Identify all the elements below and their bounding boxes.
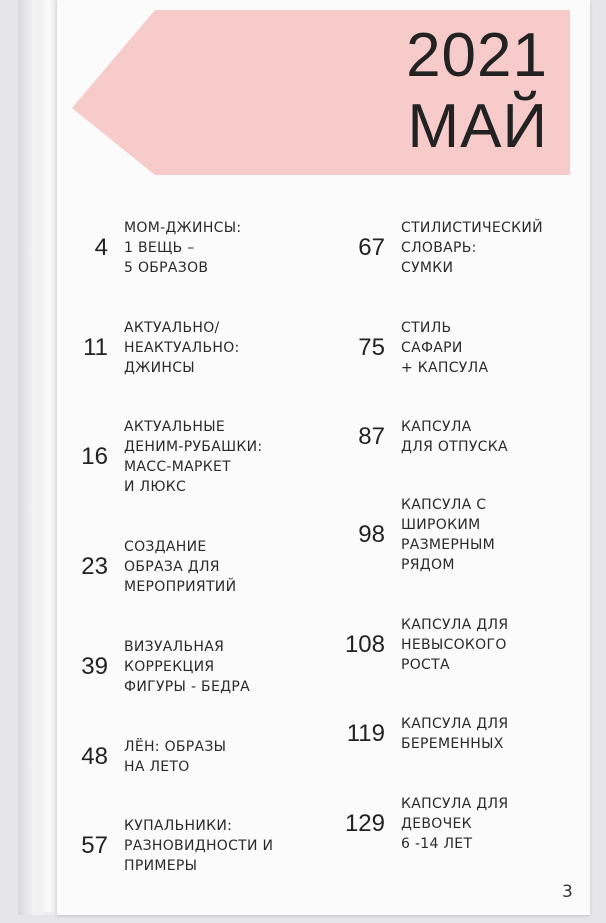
toc-page-number: 16 [81,443,108,470]
toc-entry[interactable]: 23 СОЗДАНИЕ ОБРАЗА ДЛЯ МЕРОПРИЯТИЙ [56,537,236,597]
toc-title: КАПСУЛА С ШИРОКИМ РАЗМЕРНЫМ РЯДОМ [401,497,496,573]
toc-entry[interactable]: 67 СТИЛИСТИЧЕСКИЙ СЛОВАРЬ: СУМКИ [327,218,543,278]
toc-entry[interactable]: 16 АКТУАЛЬНЫЕ ДЕНИМ-РУБАШКИ: МАСС-МАРКЕТ … [56,417,262,497]
toc-page-number: 57 [81,832,108,859]
toc-title: ВИЗУАЛЬНАЯ КОРРЕКЦИЯ ФИГУРЫ - БЕДРА [124,639,250,695]
toc-entry[interactable]: 119 КАПСУЛА ДЛЯ БЕРЕМЕННЫХ [327,714,508,754]
toc-title: КАПСУЛА ДЛЯ БЕРЕМЕННЫХ [401,716,509,752]
page-number: 3 [562,882,573,902]
toc-entry[interactable]: 98 КАПСУЛА С ШИРОКИМ РАЗМЕРНЫМ РЯДОМ [327,495,495,575]
toc-page-number: 11 [83,334,108,361]
page-curl-inner [36,0,58,912]
toc-entry[interactable]: 4 МОМ-ДЖИНСЫ: 1 ВЕЩЬ – 5 ОБРАЗОВ [56,218,241,278]
toc-entry[interactable]: 108 КАПСУЛА ДЛЯ НЕВЫСОКОГО РОСТА [327,615,508,675]
toc-page-number: 67 [358,234,385,261]
toc-title: КАПСУЛА ДЛЯ ДЕВОЧЕК 6 -14 ЛЕТ [401,796,509,852]
toc-entry[interactable]: 75 СТИЛЬ САФАРИ + КАПСУЛА [327,318,488,378]
toc-title: МОМ-ДЖИНСЫ: 1 ВЕЩЬ – 5 ОБРАЗОВ [124,220,242,276]
issue-year: 2021 [406,21,548,90]
toc-page-number: 98 [358,521,385,548]
toc-entry[interactable]: 129 КАПСУЛА ДЛЯ ДЕВОЧЕК 6 -14 ЛЕТ [327,794,508,854]
issue-month: МАЙ [407,92,548,161]
toc-page-number: 4 [94,234,108,261]
toc-entry[interactable]: 39 ВИЗУАЛЬНАЯ КОРРЕКЦИЯ ФИГУРЫ - БЕДРА [56,637,250,697]
toc-page-number: 48 [81,743,108,770]
header-banner: 2021 МАЙ [72,10,570,175]
toc-entry[interactable]: 48 ЛЁН: ОБРАЗЫ НА ЛЕТО [56,737,226,777]
toc-title: СТИЛЬ САФАРИ + КАПСУЛА [401,320,489,376]
toc-title: КУПАЛЬНИКИ: РАЗНОВИДНОСТИ И ПРИМЕРЫ [124,818,274,874]
toc-title: АКТУАЛЬНЫЕ ДЕНИМ-РУБАШКИ: МАСС-МАРКЕТ И … [124,419,263,495]
toc-entry[interactable]: 11 АКТУАЛЬНО/ НЕАКТУАЛЬНО: ДЖИНСЫ [56,318,240,378]
toc-page-number: 39 [81,653,108,680]
toc-page-number: 119 [346,720,385,747]
toc-title: КАПСУЛА ДЛЯ ОТПУСКА [401,419,508,455]
toc-page-number: 75 [358,334,385,361]
toc-entry[interactable]: 57 КУПАЛЬНИКИ: РАЗНОВИДНОСТИ И ПРИМЕРЫ [56,816,273,876]
toc-page-number: 108 [344,631,385,658]
toc-title: АКТУАЛЬНО/ НЕАКТУАЛЬНО: ДЖИНСЫ [124,320,240,376]
toc-page-number: 87 [358,423,385,450]
toc-title: КАПСУЛА ДЛЯ НЕВЫСОКОГО РОСТА [401,617,509,673]
arrow-banner-shape [72,10,570,175]
toc-entry[interactable]: 87 КАПСУЛА ДЛЯ ОТПУСКА [327,417,508,457]
toc-page-number: 23 [81,553,108,580]
toc-page-number: 129 [344,810,385,837]
toc-title: СОЗДАНИЕ ОБРАЗА ДЛЯ МЕРОПРИЯТИЙ [124,539,237,595]
toc-title: ЛЁН: ОБРАЗЫ НА ЛЕТО [124,739,227,775]
toc-title: СТИЛИСТИЧЕСКИЙ СЛОВАРЬ: СУМКИ [401,220,543,276]
